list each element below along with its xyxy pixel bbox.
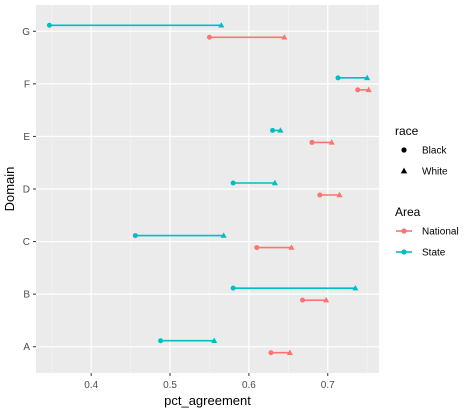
point-white-state-g [218, 22, 225, 28]
y-axis-title: Domain [2, 167, 17, 212]
point-black-national-d [317, 192, 323, 198]
y-axis: A B C D E F G [22, 27, 36, 353]
legend-key-dot-national [401, 228, 407, 234]
point-black-national-b [300, 297, 306, 303]
legend-label-white: White [422, 167, 448, 178]
point-white-state-f [364, 74, 371, 81]
legend-title-area: Area [395, 205, 421, 219]
legend-key-black-circle [401, 147, 407, 153]
legend-key-white-triangle [400, 167, 408, 174]
point-white-national-d [336, 191, 343, 198]
point-white-state-c [220, 232, 227, 238]
point-white-state-d [271, 179, 278, 186]
point-white-national-a [286, 349, 293, 355]
point-white-national-e [328, 139, 335, 145]
point-white-state-b [352, 284, 359, 291]
point-black-state-a [158, 338, 164, 344]
x-tick-label: 0.6 [242, 380, 256, 391]
y-tick-label: C [23, 237, 30, 248]
point-black-national-c [254, 245, 260, 251]
point-black-state-g [46, 22, 52, 28]
point-black-state-c [132, 233, 138, 239]
data-marks [46, 22, 372, 356]
y-tick-label: B [23, 290, 30, 301]
point-black-state-f [335, 75, 341, 81]
y-tick-label: F [24, 79, 30, 90]
point-black-national-f [355, 87, 361, 93]
y-tick-label: A [23, 342, 30, 353]
legend-label-national: National [422, 227, 459, 238]
major-gridlines [36, 5, 379, 373]
point-white-state-e [277, 127, 284, 133]
point-black-national-g [206, 34, 212, 40]
point-black-state-d [230, 180, 236, 186]
y-tick-label: E [23, 132, 30, 143]
legend-key-dot-state [401, 249, 407, 255]
x-axis-title: pct_agreement [164, 393, 251, 408]
point-white-state-a [211, 337, 218, 343]
x-tick-label: 0.5 [163, 380, 177, 391]
legend-label-state: State [422, 248, 446, 259]
x-tick-label: 0.4 [84, 380, 98, 391]
point-white-national-c [288, 244, 295, 250]
point-black-state-e [270, 127, 276, 133]
point-black-national-e [309, 139, 315, 145]
x-axis: 0.4 0.5 0.6 0.7 [84, 373, 335, 391]
point-black-state-b [230, 285, 236, 291]
x-tick-label: 0.7 [321, 380, 335, 391]
point-white-national-g [281, 34, 288, 40]
legend-label-black: Black [422, 146, 447, 157]
y-tick-label: D [23, 185, 30, 196]
point-white-national-b [323, 296, 330, 303]
y-tick-label: G [22, 27, 30, 38]
legend-title-race: race [395, 124, 419, 138]
point-black-national-a [268, 350, 274, 356]
point-white-national-f [365, 86, 372, 93]
